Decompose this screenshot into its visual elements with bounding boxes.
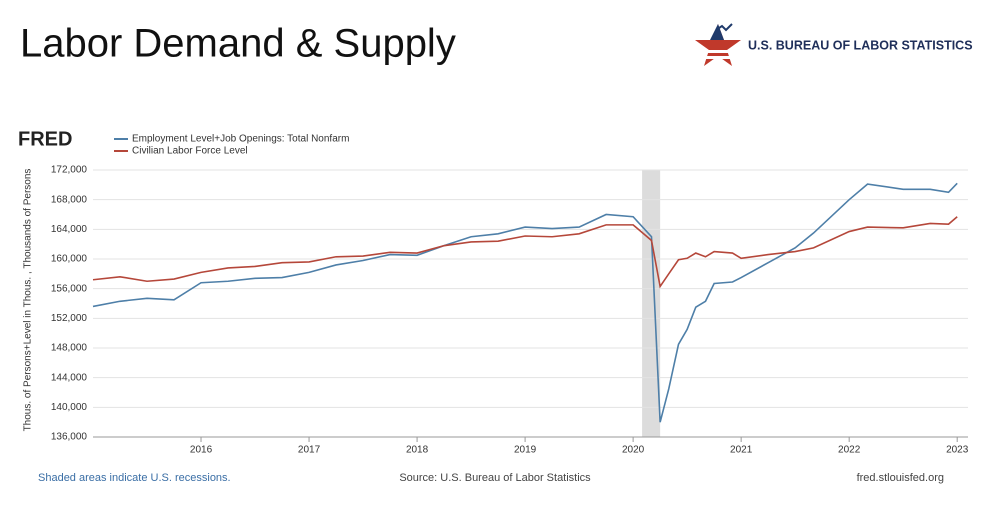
y-tick-label: 172,000 — [51, 165, 88, 176]
x-tick-label: 2021 — [730, 445, 753, 456]
x-tick-label: 2016 — [190, 445, 213, 456]
y-axis-label: Thous. of Persons+Level in Thous. , Thou… — [23, 169, 34, 432]
recession-band — [642, 170, 661, 437]
y-tick-label: 140,000 — [51, 402, 88, 413]
y-tick-label: 144,000 — [51, 372, 88, 383]
x-tick-label: 2017 — [298, 445, 321, 456]
y-tick-label: 136,000 — [51, 432, 88, 443]
y-tick-label: 148,000 — [51, 343, 88, 354]
fred-brand: FRED — [18, 128, 72, 150]
y-tick-label: 168,000 — [51, 194, 88, 205]
org-name: U.S. BUREAU OF LABOR STATISTICS — [748, 38, 973, 52]
legend-label: Employment Level+Job Openings: Total Non… — [132, 134, 349, 145]
slide-title: Labor Demand & Supply — [20, 22, 456, 66]
y-tick-label: 152,000 — [51, 313, 88, 324]
series-line — [92, 182, 958, 423]
x-tick-label: 2019 — [514, 445, 537, 456]
y-tick-label: 164,000 — [51, 224, 88, 235]
x-tick-label: 2018 — [406, 445, 429, 456]
x-tick-label: 2020 — [622, 445, 645, 456]
x-tick-label: 2023 — [946, 445, 969, 456]
recession-note: Shaded areas indicate U.S. recessions. — [38, 472, 231, 484]
x-tick-label: 2022 — [838, 445, 861, 456]
series-line — [92, 216, 958, 289]
y-tick-label: 156,000 — [51, 283, 88, 294]
bls-logo — [695, 23, 741, 66]
legend-label: Civilian Labor Force Level — [132, 146, 248, 157]
y-tick-label: 160,000 — [51, 254, 88, 265]
source: Source: U.S. Bureau of Labor Statistics — [399, 472, 591, 484]
source-url: fred.stlouisfed.org — [857, 472, 944, 484]
